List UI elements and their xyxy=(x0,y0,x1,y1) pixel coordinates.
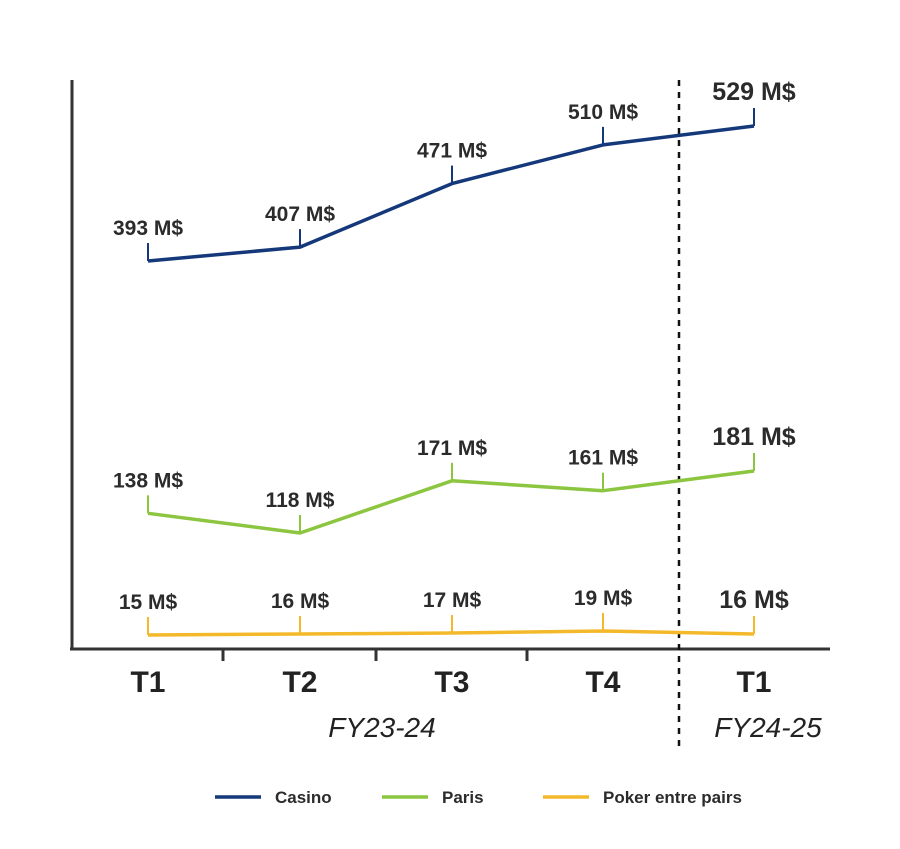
data-label: 138 M$ xyxy=(113,469,183,492)
fiscal-year-label: FY24-25 xyxy=(714,712,822,743)
fiscal-year-labels: FY23-24 FY24-25 xyxy=(328,712,822,743)
data-label: 181 M$ xyxy=(712,423,795,451)
legend-item: Paris xyxy=(382,788,484,807)
fiscal-year-label: FY23-24 xyxy=(328,712,435,743)
x-tick-label: T4 xyxy=(585,666,620,699)
data-label: 171 M$ xyxy=(417,437,487,460)
data-label: 407 M$ xyxy=(265,203,335,226)
data-label: 118 M$ xyxy=(266,489,335,512)
data-label: 19 M$ xyxy=(574,587,633,610)
series-poker-entre-pairs: 15 M$ 16 M$ 17 M$ 19 M$ 16 M$ xyxy=(119,586,789,637)
data-label: 15 M$ xyxy=(119,591,178,614)
x-tick-label: T1 xyxy=(736,666,771,699)
series-casino: 393 M$ 407 M$ 471 M$ 510 M$ 529 M$ xyxy=(113,78,796,263)
x-tick-label: T1 xyxy=(130,666,165,699)
x-tick-label: T3 xyxy=(434,666,469,699)
series-line xyxy=(147,124,755,263)
data-label: 529 M$ xyxy=(712,78,795,106)
series-paris: 138 M$ 118 M$ 171 M$ 161 M$ 181 M$ xyxy=(113,423,796,535)
legend-label: Paris xyxy=(442,788,484,807)
legend: Casino Paris Poker entre pairs xyxy=(215,788,742,807)
legend-label: Casino xyxy=(275,788,332,807)
data-label: 16 M$ xyxy=(271,590,330,613)
data-label: 16 M$ xyxy=(719,586,789,614)
legend-item: Poker entre pairs xyxy=(543,788,742,807)
x-axis-ticks xyxy=(221,649,529,661)
x-tick-label: T2 xyxy=(282,666,317,699)
x-axis-tick-labels: T1 T2 T3 T4 T1 xyxy=(130,666,771,699)
data-label: 510 M$ xyxy=(568,101,638,124)
legend-item: Casino xyxy=(215,788,332,807)
data-label: 393 M$ xyxy=(113,217,183,240)
series-layer: 393 M$ 407 M$ 471 M$ 510 M$ 529 M$ 138 M$ 118 … xyxy=(113,78,796,637)
legend-label: Poker entre pairs xyxy=(603,788,742,807)
data-label: 161 M$ xyxy=(568,447,638,470)
data-label: 17 M$ xyxy=(423,589,482,612)
data-label: 471 M$ xyxy=(417,140,487,163)
